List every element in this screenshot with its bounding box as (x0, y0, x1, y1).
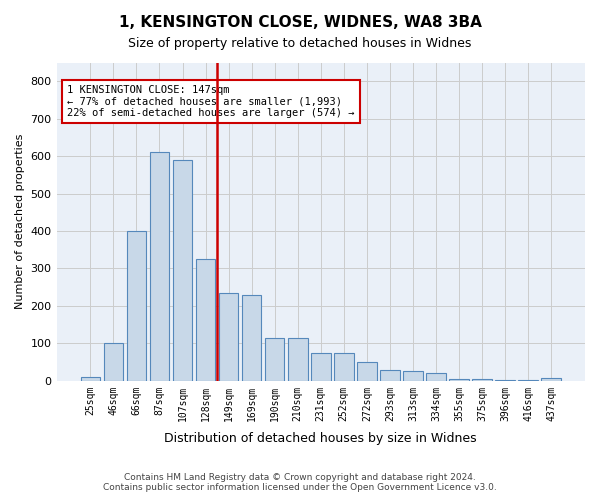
Text: 1 KENSINGTON CLOSE: 147sqm
← 77% of detached houses are smaller (1,993)
22% of s: 1 KENSINGTON CLOSE: 147sqm ← 77% of deta… (67, 85, 355, 118)
Bar (242, 294, 262, 381)
Bar (403, 372, 423, 381)
Bar (127, 231, 146, 381)
Bar (149, 152, 169, 381)
Text: Size of property relative to detached houses in Widnes: Size of property relative to detached ho… (128, 38, 472, 51)
Bar (426, 374, 446, 381)
Bar (219, 293, 238, 381)
Bar (541, 378, 561, 381)
Bar (380, 370, 400, 381)
Bar (357, 362, 377, 381)
Bar (265, 338, 284, 381)
Bar (518, 380, 538, 381)
Bar (449, 379, 469, 381)
Bar (496, 380, 515, 381)
Bar (104, 344, 123, 381)
X-axis label: Distribution of detached houses by size in Widnes: Distribution of detached houses by size … (164, 432, 477, 445)
Bar (196, 259, 215, 381)
Y-axis label: Number of detached properties: Number of detached properties (15, 134, 25, 310)
Bar (80, 377, 100, 381)
Bar (288, 338, 308, 381)
Bar (173, 160, 193, 381)
Text: Contains HM Land Registry data © Crown copyright and database right 2024.
Contai: Contains HM Land Registry data © Crown c… (103, 473, 497, 492)
Bar (334, 352, 353, 381)
Bar (472, 379, 492, 381)
Bar (311, 352, 331, 381)
Text: 1, KENSINGTON CLOSE, WIDNES, WA8 3BA: 1, KENSINGTON CLOSE, WIDNES, WA8 3BA (119, 15, 481, 30)
